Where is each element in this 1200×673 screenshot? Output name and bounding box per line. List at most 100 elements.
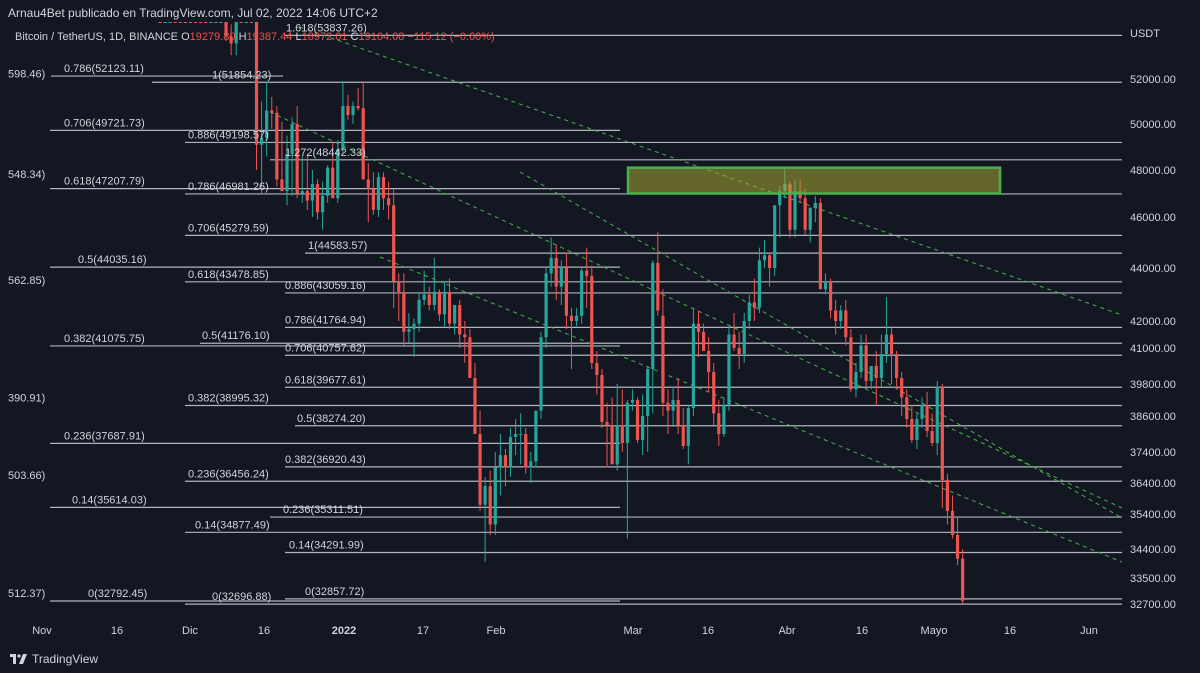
candle xyxy=(193,22,198,23)
candle xyxy=(895,351,899,390)
candle-body xyxy=(239,22,243,23)
candle-body xyxy=(554,257,558,287)
y-tick-label: 44000.00 xyxy=(1130,263,1176,275)
candle-body xyxy=(219,22,223,23)
candle xyxy=(493,452,497,535)
candle xyxy=(320,181,325,230)
candle xyxy=(275,106,279,187)
legend-part: L xyxy=(295,31,301,43)
candle xyxy=(270,97,274,129)
candle-body xyxy=(651,262,655,369)
fib-level-label: 0.886(43059.16) xyxy=(285,280,366,292)
candle xyxy=(158,22,162,23)
candle-body xyxy=(590,275,594,363)
candle-body xyxy=(889,334,894,354)
candle-body xyxy=(813,202,817,208)
candle xyxy=(478,410,482,511)
candle-body xyxy=(524,434,528,468)
candle-body xyxy=(905,397,909,419)
candle xyxy=(813,195,817,223)
candle-body xyxy=(564,268,568,316)
candle xyxy=(889,326,894,384)
level-labels-layer: 1.618(53837.26) 0.786(52123.11) 1(51854.23… xyxy=(8,22,367,603)
fib-level-label: 0.236(37687.91) xyxy=(64,430,145,442)
currency-label: USDT xyxy=(1130,28,1160,40)
candle xyxy=(747,294,751,330)
fib-level-label: 0.786(41764.94) xyxy=(285,314,366,326)
tradingview-brand[interactable]: TradingView xyxy=(10,652,98,666)
candle xyxy=(635,397,640,443)
price-chart-svg[interactable]: 1.618(53837.26) 0.786(52123.11) 1(51854.23… xyxy=(0,22,1200,642)
candle-body xyxy=(508,437,513,468)
fib-level-label: 0.618(47207.79) xyxy=(64,176,145,188)
candle xyxy=(447,278,452,330)
candle xyxy=(163,22,167,23)
y-tick-label: 35400.00 xyxy=(1130,509,1176,521)
candle xyxy=(554,245,558,300)
candle xyxy=(686,405,690,465)
candle-body xyxy=(493,467,497,525)
candle xyxy=(869,366,873,390)
x-tick-label: 16 xyxy=(258,625,270,637)
candle xyxy=(646,366,650,452)
candle xyxy=(844,299,848,346)
candle-body xyxy=(925,405,929,431)
candle xyxy=(762,239,767,268)
candle-body xyxy=(854,372,858,390)
fib-level-label: 0.786(46981.26) xyxy=(188,181,269,193)
symbol-legend: Bitcoin / TetherUS, 1D, BINANCE O19279.8… xyxy=(15,31,495,43)
fib-level-label: 1.272(48442.33) xyxy=(285,147,366,159)
candle xyxy=(905,389,909,428)
candle xyxy=(229,24,233,56)
candle xyxy=(712,363,716,425)
candle xyxy=(381,172,386,210)
fib-level-label: 0.618(39677.61) xyxy=(285,374,366,386)
candle-body xyxy=(635,400,640,440)
chart-panel[interactable]: 1.618(53837.26) 0.786(52123.11) 1(51854.23… xyxy=(0,22,1200,642)
fib-level-label: 503.66) xyxy=(8,470,45,482)
candle-body xyxy=(920,405,924,419)
y-tick-label: 38600.00 xyxy=(1130,411,1176,423)
trendline-dashed xyxy=(519,171,1123,519)
candle-body xyxy=(320,195,325,213)
candle xyxy=(641,394,645,456)
candle xyxy=(265,81,269,157)
candle xyxy=(625,400,629,539)
candle xyxy=(549,237,553,287)
legend-part: −115.12 (−0.60%) xyxy=(407,31,494,43)
candle xyxy=(285,135,289,206)
candles-layer xyxy=(158,22,965,604)
candle-body xyxy=(209,22,213,23)
price-axis-bg xyxy=(1122,22,1200,642)
candle-body xyxy=(641,416,645,440)
candle-body xyxy=(915,419,919,440)
candle xyxy=(432,257,436,311)
candle-body xyxy=(773,205,777,268)
fib-level-label: 548.34) xyxy=(8,169,45,181)
candle xyxy=(605,402,609,468)
candle-body xyxy=(834,310,838,321)
candle-body xyxy=(310,184,314,201)
candle-body xyxy=(732,334,736,348)
candle xyxy=(656,232,660,316)
candle xyxy=(249,22,254,23)
candle-body xyxy=(168,22,172,23)
candle-body xyxy=(366,179,370,189)
candle-body xyxy=(427,294,431,306)
candle xyxy=(483,476,487,562)
x-tick-label: Nov xyxy=(32,625,52,637)
candle xyxy=(950,495,955,539)
candle xyxy=(407,313,411,343)
candle xyxy=(818,198,822,290)
candle-body xyxy=(280,179,284,192)
candle xyxy=(341,81,345,154)
candle xyxy=(854,363,858,398)
fib-level-label: 0.706(45279.59) xyxy=(188,222,269,234)
candle xyxy=(651,260,655,414)
legend-part: 19279.80 xyxy=(190,31,239,43)
candle xyxy=(915,413,919,449)
candle-body xyxy=(173,22,177,23)
candle xyxy=(539,331,543,419)
candle xyxy=(544,268,548,348)
candle-body xyxy=(503,455,508,468)
